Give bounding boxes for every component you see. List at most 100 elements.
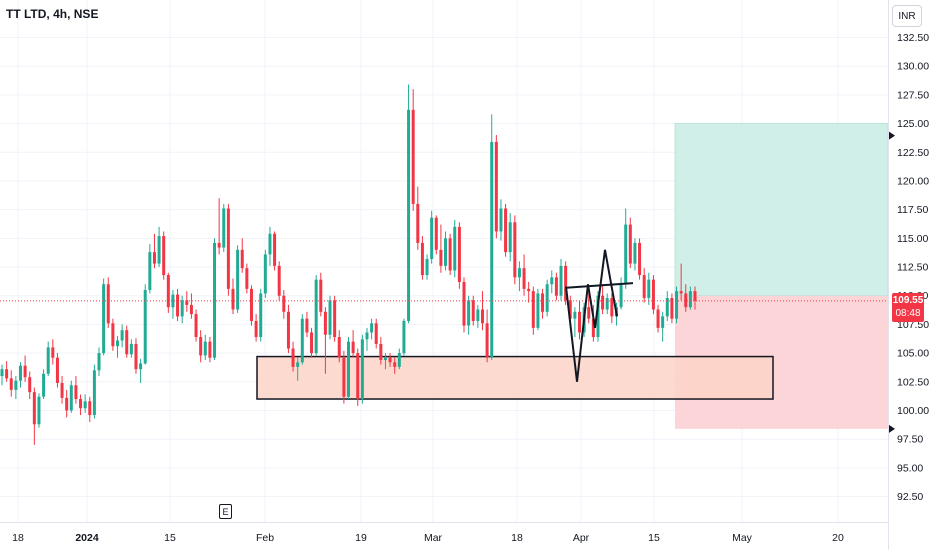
candle-body: [596, 295, 600, 338]
candle-body: [46, 347, 50, 374]
candle-body: [254, 320, 258, 338]
candle-body: [240, 249, 244, 269]
candle-body: [665, 298, 669, 317]
candle-body: [504, 208, 508, 253]
candle-body: [273, 233, 277, 266]
candle-body: [545, 284, 549, 312]
candle-body: [476, 309, 480, 321]
candle-body: [139, 363, 143, 370]
current-price-value: 109.55: [892, 295, 924, 306]
candle-body: [323, 311, 327, 335]
candle-body: [356, 353, 360, 400]
y-tick-label: 102.50: [897, 376, 929, 388]
candle-body: [203, 341, 207, 356]
candle-body: [624, 224, 628, 285]
candle-body: [527, 288, 531, 292]
candle-body: [106, 284, 110, 324]
candle-body: [679, 291, 683, 294]
candle-body: [162, 236, 166, 276]
candle-body: [693, 291, 697, 301]
candle-body: [83, 401, 87, 409]
candle-body: [32, 392, 36, 425]
candle-body: [573, 311, 577, 319]
x-tick-label: 18: [511, 532, 523, 544]
candle-body: [199, 337, 203, 356]
candle-body: [328, 300, 332, 335]
candle-body: [444, 238, 448, 266]
candle-body: [656, 309, 660, 328]
y-tick-label: 120.00: [897, 175, 929, 187]
candle-body: [143, 289, 147, 364]
candle-body: [120, 330, 124, 341]
y-tick-label: 95.00: [897, 462, 923, 474]
x-tick-label: May: [732, 532, 753, 544]
bar-countdown: 08:48: [895, 308, 921, 319]
candle-body: [684, 293, 688, 308]
y-tick-label: 112.50: [897, 262, 928, 274]
x-tick-label: 19: [355, 532, 367, 544]
candle-body: [559, 265, 563, 296]
earnings-event-marker[interactable]: E: [219, 504, 232, 519]
y-tick-label: 125.00: [897, 118, 929, 130]
candle-body: [397, 353, 401, 367]
candle-body: [402, 320, 406, 354]
candle-body: [185, 300, 189, 305]
candle-body: [125, 330, 129, 355]
candle-body: [231, 288, 235, 310]
drawings: [0, 249, 888, 382]
candle-body: [490, 141, 494, 358]
candle-body: [28, 377, 32, 393]
zones: [256, 123, 895, 433]
candle-body: [619, 284, 623, 308]
candle-body: [360, 339, 364, 400]
candle-body: [51, 347, 55, 358]
candle-body: [111, 323, 115, 347]
candle-body: [688, 291, 692, 308]
candle-body: [300, 318, 304, 363]
candle-body: [152, 252, 156, 264]
y-tick-label: 132.50: [897, 32, 929, 44]
candle-body: [425, 259, 429, 276]
candle-body: [374, 323, 378, 344]
target-zone: [674, 123, 889, 297]
candle-body: [69, 385, 73, 411]
candle-body: [129, 343, 133, 355]
candle-body: [420, 242, 424, 276]
time-axis: 18 2024 15 Feb 19 Mar 18 Apr 15 May 20: [0, 522, 888, 544]
candle-body: [628, 224, 632, 264]
currency-button[interactable]: INR: [892, 5, 922, 27]
y-tick-label: 100.00: [897, 405, 929, 417]
y-tick-label: 97.50: [897, 434, 923, 446]
candle-body: [157, 236, 161, 264]
candle-body: [79, 399, 83, 409]
candle-body: [88, 401, 92, 416]
candle-body: [314, 279, 318, 354]
x-tick-label: 18: [12, 532, 24, 544]
candle-body: [494, 141, 498, 232]
chart-title: TT LTD, 4h, NSE: [6, 7, 99, 21]
candle-body: [305, 318, 309, 333]
y-tick-label: 127.50: [897, 89, 929, 101]
candle-body: [531, 291, 535, 328]
candle-body: [9, 378, 13, 390]
candle-body: [134, 343, 138, 370]
x-tick-label: 2024: [75, 532, 99, 544]
candle-body: [480, 309, 484, 324]
candle-body: [176, 294, 180, 317]
candle-body: [337, 337, 341, 358]
candle-body: [180, 300, 184, 317]
candle-body: [65, 397, 69, 411]
y-tick-label: 117.50: [897, 204, 928, 216]
candle-body: [499, 208, 503, 232]
candle-body: [633, 242, 637, 264]
candle-body: [517, 268, 521, 278]
candle-body: [661, 316, 665, 328]
candle-body: [513, 222, 517, 278]
x-tick-label: 15: [164, 532, 176, 544]
candle-body: [277, 265, 281, 296]
candle-body: [263, 254, 267, 294]
y-tick-label: 130.00: [897, 61, 929, 73]
candle-body: [675, 291, 679, 319]
candle-body: [60, 382, 64, 398]
